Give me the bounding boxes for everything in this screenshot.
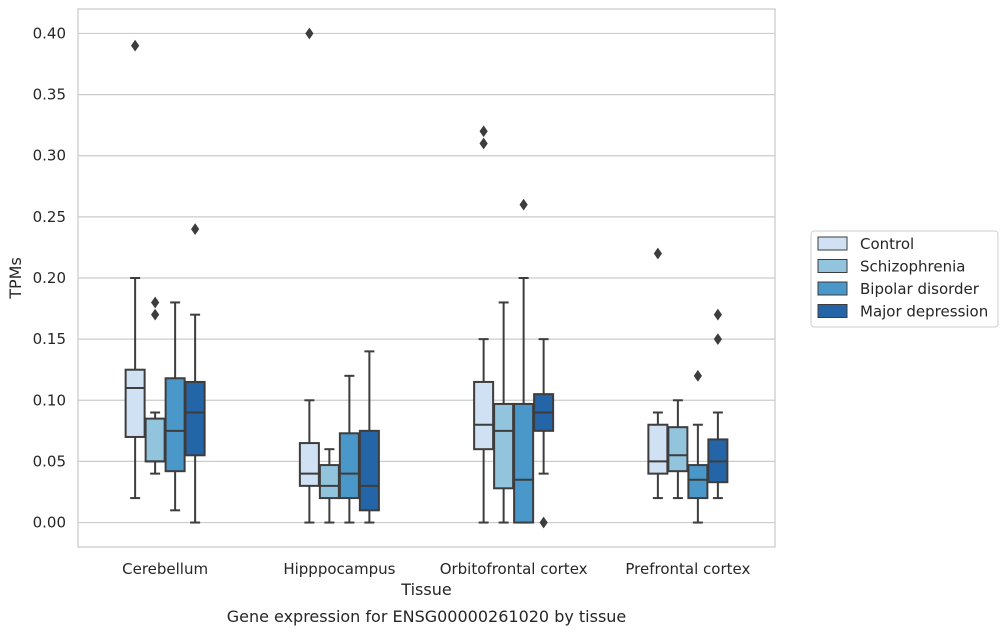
box-group [184, 223, 206, 524]
box [358, 429, 380, 512]
box-group [338, 374, 360, 524]
box-group [513, 198, 535, 524]
plot-area-frame [77, 8, 776, 548]
outlier-point [191, 223, 200, 235]
outlier-point [151, 308, 160, 321]
box-group [473, 125, 495, 524]
y-tick-label: 0.25 [33, 208, 66, 226]
legend-swatch [817, 304, 848, 318]
x-tick-label: Orbitofrontal cortex [440, 560, 588, 578]
box [184, 380, 206, 457]
box-group [358, 350, 380, 524]
y-axis-ticks: 0.00 0.05 0.10 0.15 0.20 0.25 0.30 0.35 0.40 [33, 24, 66, 531]
box-group [647, 247, 669, 500]
box-group [298, 27, 320, 524]
x-axis-ticks: Cerebellum Hipppocampus Orbitofrontal cort… [122, 560, 750, 578]
outlier-point [131, 39, 140, 52]
x-tick-label: Prefrontal cortex [625, 560, 750, 578]
outlier-point [653, 247, 662, 260]
box [298, 442, 320, 487]
series-control [124, 27, 669, 524]
legend-item: Schizophrenia [817, 258, 965, 276]
box [338, 432, 360, 500]
box-group [144, 296, 166, 475]
box [318, 464, 340, 500]
y-tick-label: 0.10 [33, 391, 66, 409]
box-group [707, 308, 729, 500]
x-axis-label: Tissue [400, 580, 451, 599]
series-bipolar-disorder [164, 198, 709, 524]
y-tick-label: 0.15 [33, 330, 66, 348]
box [144, 417, 166, 463]
legend-frame [810, 230, 999, 328]
y-axis-label: TPMs [6, 257, 25, 300]
box-group [318, 448, 340, 524]
box-group [164, 301, 186, 512]
y-tick-label: 0.35 [33, 86, 66, 104]
outlier-point [713, 333, 722, 346]
outlier-point [693, 369, 702, 382]
outlier-point [713, 308, 722, 321]
box-group [687, 369, 709, 524]
box [493, 402, 515, 490]
box-group [667, 399, 689, 500]
box-group [533, 338, 555, 529]
outlier-point [305, 27, 314, 40]
outlier-point [151, 296, 160, 309]
legend-swatch [817, 281, 848, 296]
outlier-point [479, 137, 488, 150]
box [667, 426, 689, 473]
outlier-point [479, 125, 488, 138]
box-plot-series [124, 27, 729, 529]
chart-caption: Gene expression for ENSG00000261020 by t… [227, 607, 627, 626]
legend-label: Bipolar disorder [860, 280, 980, 298]
series-major-depression [184, 223, 729, 529]
legend-label: Major depression [860, 303, 988, 321]
box [647, 423, 669, 475]
legend-item: Control [817, 235, 914, 253]
box [687, 464, 709, 500]
x-tick-label: Hipppocampus [283, 560, 395, 578]
y-tick-label: 0.05 [33, 452, 66, 470]
y-tick-label: 0.20 [33, 269, 66, 287]
box [513, 402, 535, 524]
y-tick-label: 0.40 [33, 24, 66, 42]
x-tick-label: Cerebellum [122, 560, 208, 578]
legend-item: Major depression [817, 303, 988, 321]
box [164, 377, 186, 473]
series-schizophrenia [144, 296, 689, 524]
y-tick-label: 0.30 [33, 147, 66, 165]
legend: Control Schizophrenia Bipolar disorder Majo… [810, 230, 999, 328]
box-group [124, 39, 146, 500]
legend-label: Schizophrenia [860, 258, 965, 276]
outlier-point [519, 198, 528, 211]
legend-swatch [817, 236, 848, 251]
box [473, 380, 495, 451]
y-tick-label: 0.00 [33, 514, 66, 532]
legend-swatch [817, 259, 848, 273]
legend-label: Control [860, 235, 914, 253]
legend-item: Bipolar disorder [817, 280, 980, 298]
outlier-point [539, 516, 548, 529]
box [124, 368, 146, 438]
box-group [493, 301, 515, 524]
